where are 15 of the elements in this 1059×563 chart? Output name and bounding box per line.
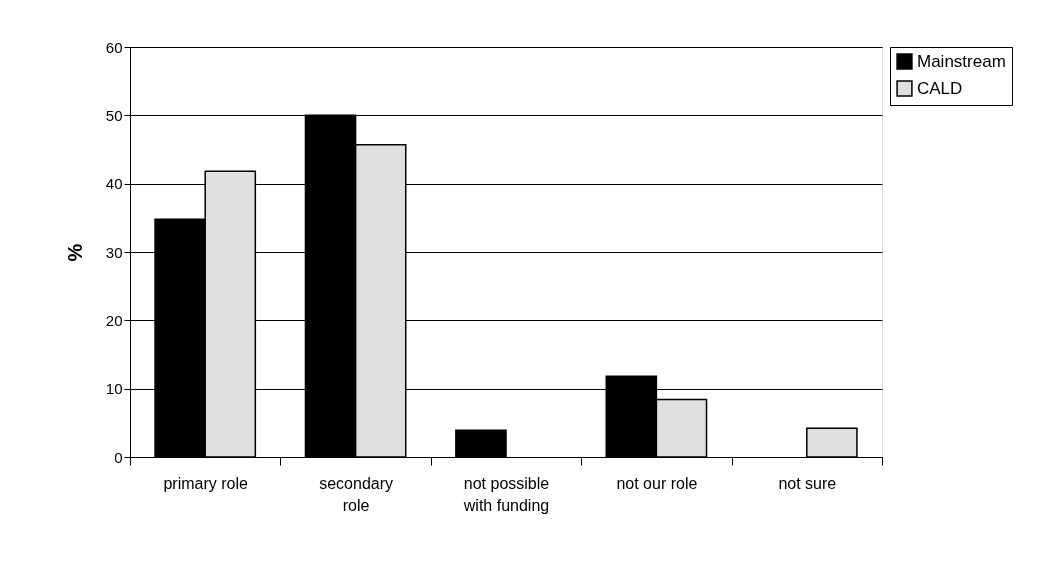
- x-tick-label: not possible with funding: [462, 474, 550, 514]
- x-tick-label: not sure: [778, 474, 837, 492]
- x-tick-label: not our role: [616, 474, 698, 492]
- y-tick-label: 40: [105, 175, 123, 193]
- y-axis-title: %: [63, 243, 86, 262]
- y-tick-label: 30: [105, 243, 123, 261]
- y-tick-label: 20: [105, 311, 123, 329]
- x-tick-label: primary role: [163, 474, 249, 492]
- x-tick-label: secondary role: [319, 474, 394, 514]
- y-tick-label: 50: [105, 106, 123, 124]
- y-tick-label: 0: [114, 448, 123, 466]
- y-tick-label: 60: [105, 38, 123, 56]
- y-tick-label: 10: [105, 380, 123, 398]
- legend-label: CALD: [917, 78, 963, 98]
- legend-label: Mainstream: [917, 51, 1006, 71]
